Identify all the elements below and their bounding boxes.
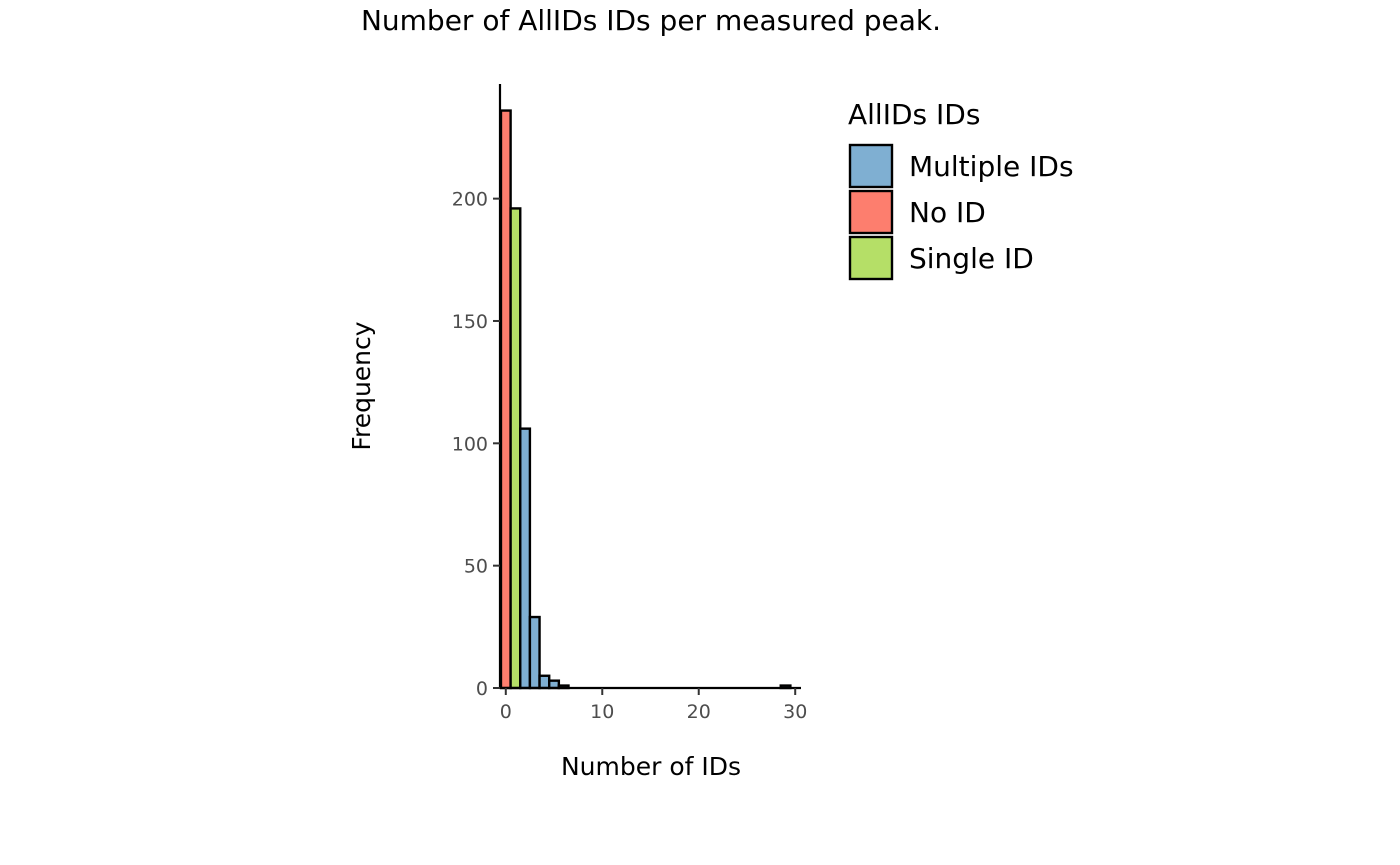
x-tick-label-10: 10: [590, 701, 614, 723]
bars-group: [499, 109, 792, 690]
legend-title: AllIDs IDs: [848, 98, 980, 131]
chart-title: Number of AllIDs IDs per measured peak.: [361, 4, 941, 37]
y-axis-title: Frequency: [347, 321, 376, 450]
y-tick-label-100: 100: [452, 433, 488, 455]
bar-4: [538, 674, 551, 690]
legend-label-no-id: No ID: [909, 196, 986, 229]
legend-label-multiple-ids: Multiple IDs: [909, 150, 1074, 183]
bar-3: [528, 615, 541, 690]
y-tick-label-0: 0: [476, 678, 488, 700]
bar-5: [548, 679, 561, 690]
legend: AllIDs IDs Multiple IDs No ID Single ID: [848, 98, 1074, 281]
y-tick-label-200: 200: [452, 189, 488, 211]
axes-group: 0 10 20 30 0 50 100 150 200: [452, 84, 807, 723]
x-tick-label-30: 30: [783, 701, 807, 723]
x-axis-title: Number of IDs: [561, 752, 741, 781]
legend-swatch-multiple-ids: [848, 143, 894, 189]
bar-2: [519, 427, 532, 690]
legend-swatch-no-id: [848, 189, 894, 235]
bar-0: [499, 109, 512, 690]
x-tick-label-20: 20: [687, 701, 711, 723]
y-tick-label-150: 150: [452, 311, 488, 333]
y-tick-label-50: 50: [464, 556, 488, 578]
bar-1: [509, 207, 522, 690]
legend-swatch-single-id: [848, 235, 894, 281]
x-tick-label-0: 0: [500, 701, 512, 723]
legend-entries: Multiple IDs No ID Single ID: [848, 143, 1074, 281]
legend-label-single-id: Single ID: [909, 242, 1034, 275]
